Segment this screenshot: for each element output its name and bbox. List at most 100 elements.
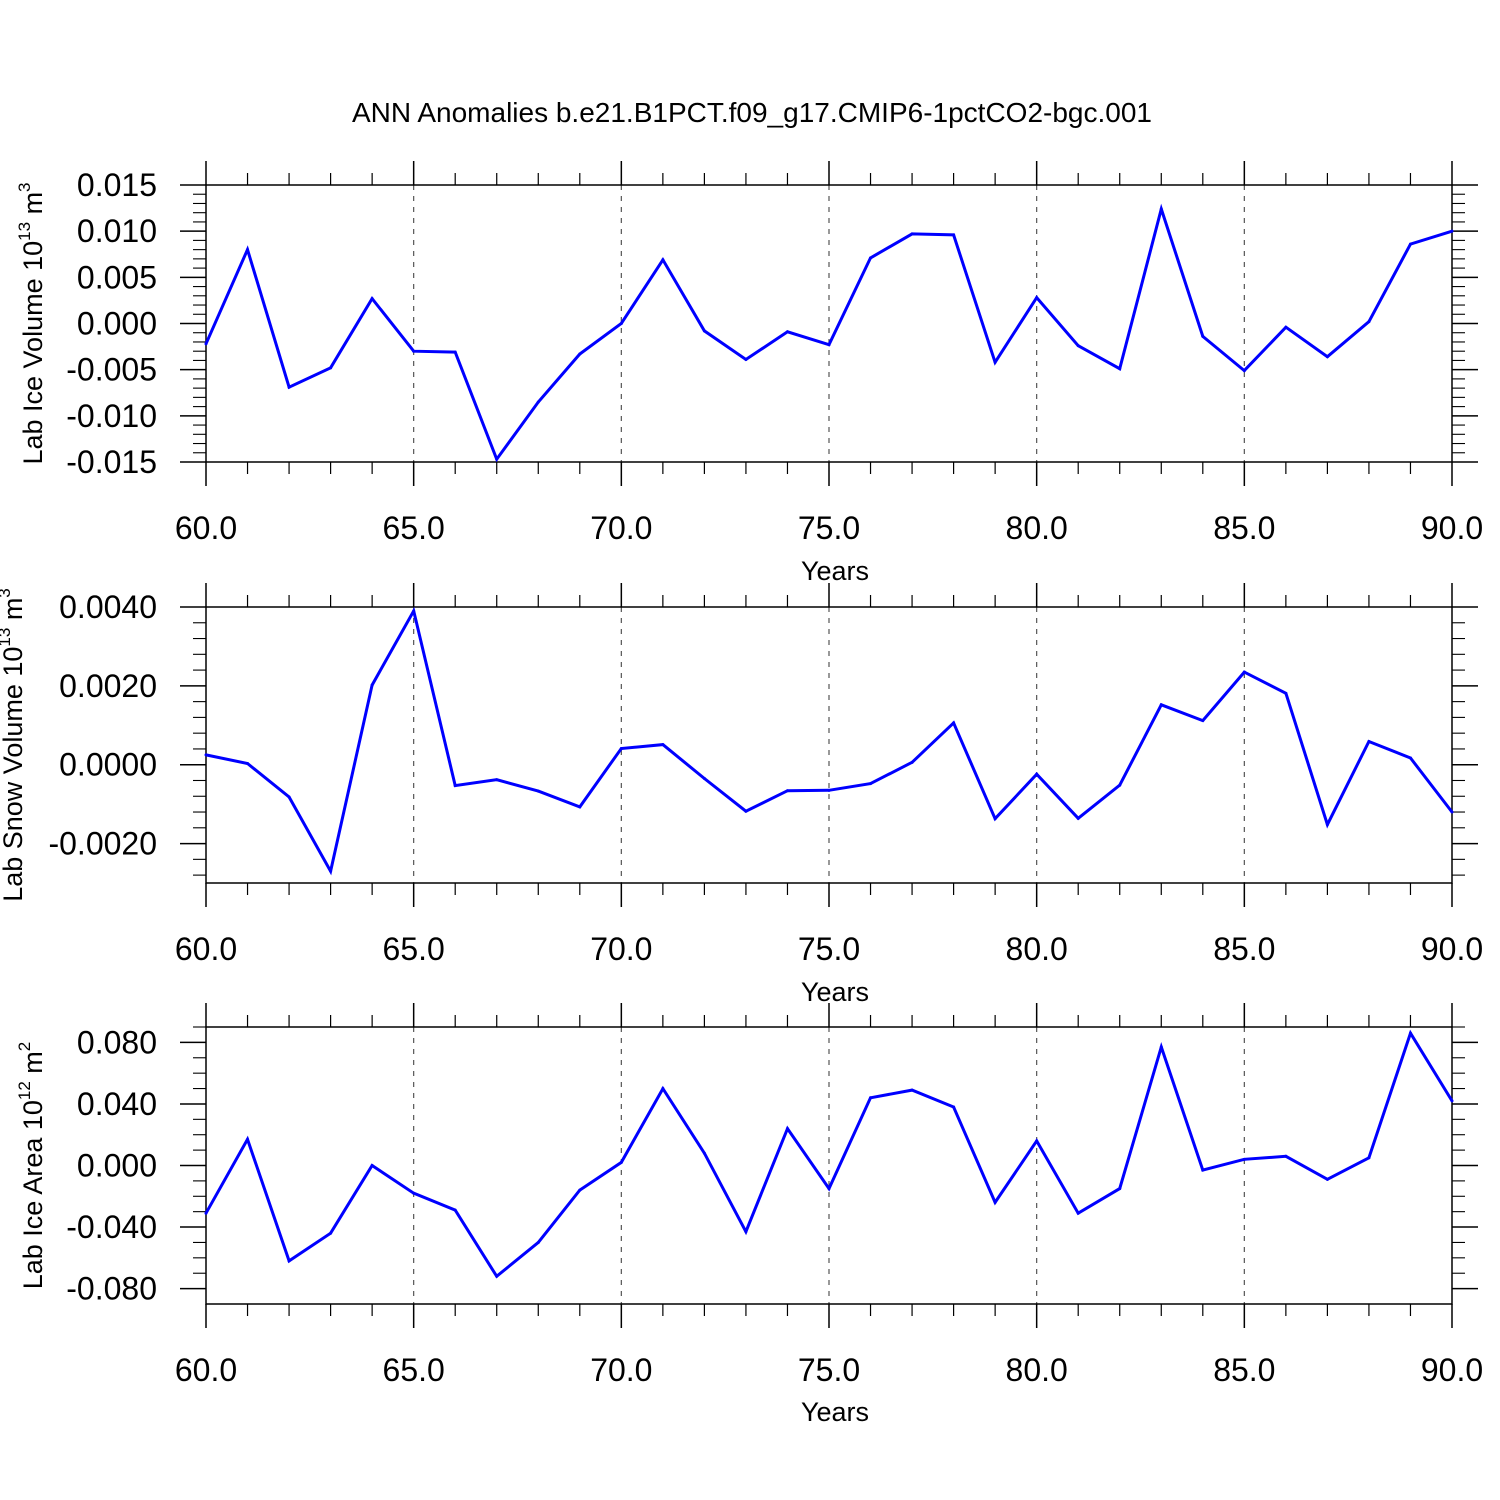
data-point xyxy=(370,683,374,687)
data-point xyxy=(412,349,416,353)
y-tick-label: -0.080 xyxy=(66,1271,157,1307)
data-point xyxy=(1118,1187,1122,1191)
x-tick-label: 65.0 xyxy=(383,510,445,546)
y-axis-title-superscript: 3 xyxy=(0,588,14,597)
data-point xyxy=(1035,296,1039,300)
y-tick-label: 0.040 xyxy=(77,1086,157,1122)
x-tick-label: 65.0 xyxy=(383,931,445,967)
data-point xyxy=(1159,1045,1163,1049)
panel-ice-volume: 60.0 65.0 70.0 75.0 80.0 85.0 90.0 0.015 0.010 0.… xyxy=(15,161,1483,586)
data-point xyxy=(744,358,748,362)
data-point xyxy=(910,760,914,764)
data-point xyxy=(1450,1099,1454,1103)
data-point xyxy=(702,1151,706,1155)
data-point xyxy=(1118,783,1122,787)
y-tick-label: -0.0020 xyxy=(48,826,157,862)
x-tick-label: 75.0 xyxy=(798,931,860,967)
x-tick-label: 75.0 xyxy=(798,510,860,546)
data-point xyxy=(619,1160,623,1164)
y-axis-title-superscript: 3 xyxy=(15,182,34,191)
data-point xyxy=(536,789,540,793)
data-point xyxy=(1408,756,1412,760)
y-tick-label: 0.010 xyxy=(77,213,157,249)
y-tick-label: -0.010 xyxy=(66,398,157,434)
data-point xyxy=(910,232,914,236)
x-tick-label: 60.0 xyxy=(175,1352,237,1388)
x-tick-label: 85.0 xyxy=(1213,510,1275,546)
data-point xyxy=(1118,367,1122,371)
x-tick-label: 90.0 xyxy=(1421,1352,1483,1388)
data-point xyxy=(495,457,499,461)
data-point xyxy=(785,789,789,793)
data-point xyxy=(993,360,997,364)
data-point xyxy=(744,809,748,813)
x-axis-title: Years xyxy=(801,556,869,586)
y-axis-title-text: m xyxy=(0,598,28,628)
data-point xyxy=(910,1088,914,1092)
data-point xyxy=(1159,207,1163,211)
y-tick-label: -0.015 xyxy=(66,444,157,480)
x-tick-label: 70.0 xyxy=(590,510,652,546)
y-axis-title-superscript: 12 xyxy=(15,1081,34,1100)
data-point xyxy=(287,385,291,389)
data-point xyxy=(702,777,706,781)
data-point xyxy=(1284,1154,1288,1158)
data-point xyxy=(578,805,582,809)
data-point xyxy=(1201,719,1205,723)
data-point xyxy=(1035,772,1039,776)
data-point xyxy=(869,1096,873,1100)
data-point xyxy=(204,342,208,346)
y-axis-title-text: Lab Ice Area 10 xyxy=(18,1100,48,1289)
y-tick-label: 0.000 xyxy=(77,306,157,342)
data-point xyxy=(1284,325,1288,329)
data-point xyxy=(827,343,831,347)
data-point xyxy=(869,256,873,260)
data-point xyxy=(370,297,374,301)
x-tick-label: 80.0 xyxy=(1006,931,1068,967)
data-point xyxy=(453,784,457,788)
y-tick-label: 0.0020 xyxy=(59,668,157,704)
data-point xyxy=(1076,344,1080,348)
data-point xyxy=(952,721,956,725)
y-tick-label: 0.0000 xyxy=(59,747,157,783)
x-axis-title: Years xyxy=(801,977,869,1007)
y-tick-label: 0.080 xyxy=(77,1024,157,1060)
y-tick-label: -0.005 xyxy=(66,352,157,388)
data-point xyxy=(785,330,789,334)
y-axis-title-text: Lab Snow Volume 10 xyxy=(0,647,28,902)
y-axis-title-text: m xyxy=(18,1051,48,1081)
data-point xyxy=(204,753,208,757)
x-axis-title: Years xyxy=(801,1397,869,1427)
data-point xyxy=(661,258,665,262)
y-tick-label: 0.005 xyxy=(77,259,157,295)
data-point xyxy=(370,1164,374,1167)
y-axis-title-superscript: 13 xyxy=(15,222,34,241)
data-point xyxy=(619,322,623,325)
data-point xyxy=(246,248,250,252)
y-axis-title: Lab Snow Volume 1013 m3 xyxy=(0,588,28,902)
data-point xyxy=(1201,1168,1205,1172)
y-tick-label: -0.040 xyxy=(66,1209,157,1245)
x-tick-label: 75.0 xyxy=(798,1352,860,1388)
data-point xyxy=(453,1208,457,1212)
x-tick-label: 85.0 xyxy=(1213,931,1275,967)
data-point xyxy=(287,1259,291,1263)
y-tick-label: 0.000 xyxy=(77,1148,157,1184)
data-point xyxy=(702,329,706,333)
chart-title: ANN Anomalies b.e21.B1PCT.f09_g17.CMIP6-… xyxy=(352,97,1152,128)
x-tick-label: 80.0 xyxy=(1006,1352,1068,1388)
data-point xyxy=(869,782,873,786)
data-point xyxy=(204,1211,208,1215)
data-point xyxy=(1201,334,1205,338)
x-tick-label: 60.0 xyxy=(175,931,237,967)
data-point xyxy=(329,366,333,370)
data-point xyxy=(287,795,291,799)
data-point xyxy=(1325,823,1329,827)
data-point xyxy=(1408,242,1412,246)
data-point xyxy=(744,1230,748,1234)
data-point xyxy=(827,1187,831,1191)
data-point xyxy=(536,1240,540,1244)
data-point xyxy=(785,1127,789,1131)
data-point xyxy=(1450,229,1454,233)
